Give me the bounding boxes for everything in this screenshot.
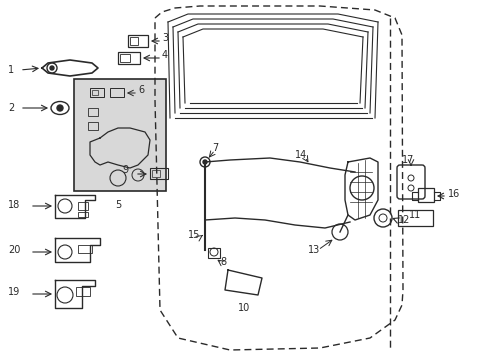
- Bar: [88, 122, 98, 130]
- Text: 6: 6: [138, 85, 144, 95]
- Text: 12: 12: [397, 215, 409, 225]
- Text: 13: 13: [307, 245, 320, 255]
- Circle shape: [203, 160, 206, 164]
- Bar: [88, 108, 98, 116]
- Bar: [128, 35, 148, 47]
- Bar: [150, 168, 168, 179]
- Text: 4: 4: [162, 50, 168, 60]
- Bar: [152, 170, 160, 177]
- Bar: [78, 202, 88, 210]
- Bar: [417, 188, 433, 202]
- Bar: [397, 210, 432, 226]
- Bar: [76, 287, 90, 296]
- Text: 16: 16: [447, 189, 459, 199]
- Bar: [110, 88, 124, 97]
- Text: 11: 11: [408, 210, 420, 220]
- Bar: [120, 54, 130, 62]
- Text: 17: 17: [401, 155, 413, 165]
- Text: 20: 20: [8, 245, 20, 255]
- Text: 15: 15: [187, 230, 200, 240]
- Text: 10: 10: [238, 303, 250, 313]
- Text: 1: 1: [8, 65, 14, 75]
- Text: 5: 5: [115, 200, 121, 210]
- Text: 9: 9: [122, 165, 128, 175]
- Text: 14: 14: [294, 150, 306, 160]
- Bar: [90, 88, 104, 97]
- Bar: [92, 90, 98, 95]
- Text: 2: 2: [8, 103, 14, 113]
- FancyBboxPatch shape: [74, 79, 165, 191]
- Bar: [130, 37, 138, 45]
- Bar: [78, 212, 88, 217]
- Text: 19: 19: [8, 287, 20, 297]
- Bar: [78, 245, 92, 253]
- Circle shape: [57, 105, 63, 111]
- Circle shape: [50, 66, 54, 70]
- Text: 18: 18: [8, 200, 20, 210]
- Bar: [207, 248, 220, 258]
- Text: 7: 7: [212, 143, 218, 153]
- Text: 8: 8: [220, 257, 225, 267]
- Bar: [118, 52, 140, 64]
- Text: 3: 3: [162, 33, 168, 43]
